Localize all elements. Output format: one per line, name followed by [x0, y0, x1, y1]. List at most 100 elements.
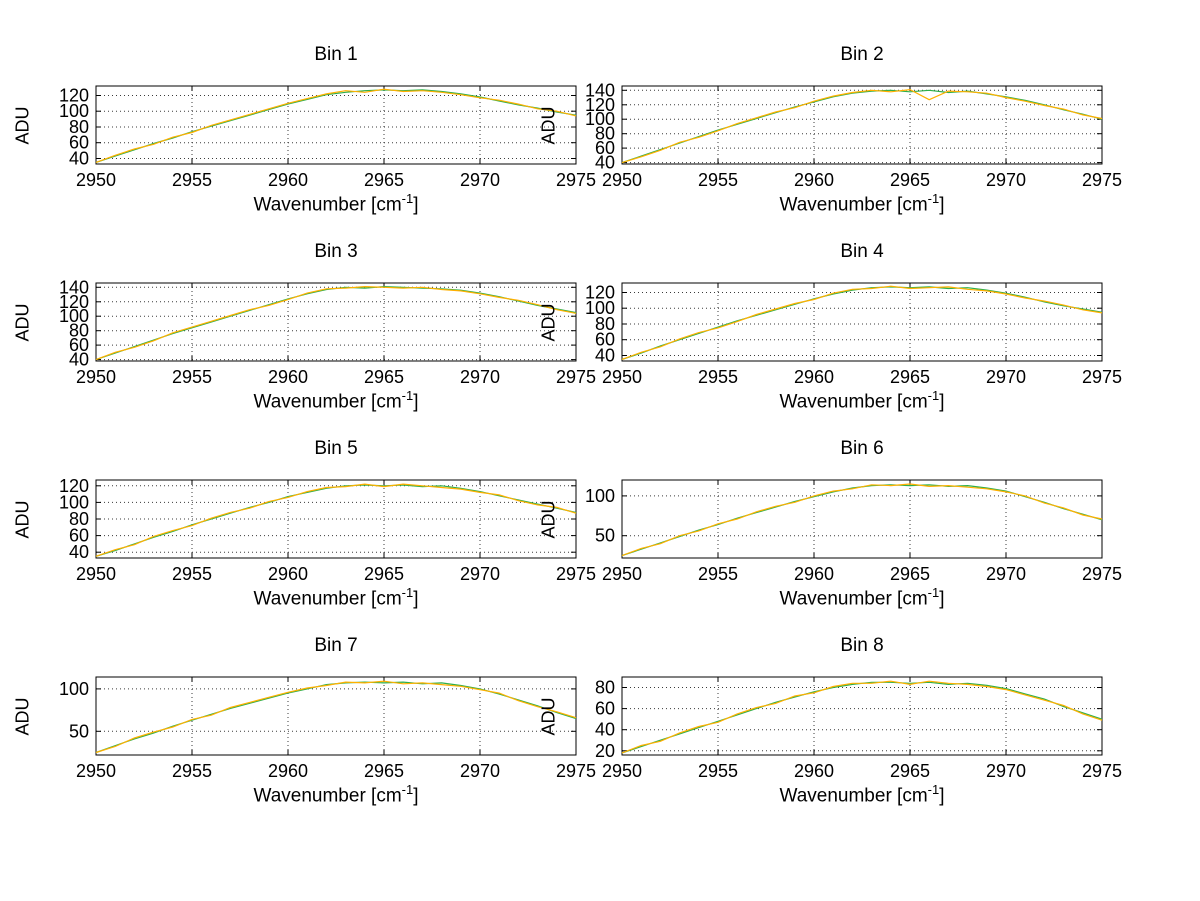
y-tick-label: 20 [595, 741, 615, 761]
x-tick-label: 2955 [172, 170, 212, 190]
x-tick-label: 2965 [364, 564, 404, 584]
x-tick-label: 2965 [890, 367, 930, 387]
plot-title: Bin 7 [314, 635, 358, 656]
y-tick-label: 40 [595, 720, 615, 740]
x-tick-label: 2965 [364, 170, 404, 190]
plot-title: Bin 1 [314, 44, 358, 65]
x-tick-label: 2955 [698, 367, 738, 387]
axis-box [95, 85, 577, 165]
subplot-bin-1: 2950 2955 2960 2965 2970 2975 40 60 80 100 120 Bin… [6, 40, 596, 237]
y-axis-label: ADU [538, 302, 559, 342]
y-tick-label: 120 [59, 86, 89, 106]
y-tick-label: 120 [585, 95, 615, 115]
x-tick-label: 2960 [268, 367, 308, 387]
y-tick-label: 120 [59, 476, 89, 496]
data-series-spectrum-orange [95, 680, 577, 754]
x-tick-label: 2960 [268, 564, 308, 584]
subplot-bin-8: 2950 2955 2960 2965 2970 2975 20 40 60 80 Bin 8 A… [532, 631, 1122, 828]
axis-box [621, 676, 1103, 756]
y-tick-label: 140 [59, 277, 89, 297]
x-tick-label: 2955 [172, 564, 212, 584]
axis-box [95, 282, 577, 362]
data-series-spectrum-orange [95, 88, 577, 163]
plot-title: Bin 2 [840, 44, 884, 65]
x-tick-label: 2955 [698, 564, 738, 584]
x-tick-label: 2950 [602, 761, 642, 781]
x-tick-label: 2960 [794, 170, 834, 190]
x-axis-label: Wavenumber [cm-1] [253, 782, 419, 807]
y-tick-label: 50 [595, 526, 615, 546]
subplot-bin-3: 2950 2955 2960 2965 2970 2975 40 60 80 100 120 140 … [6, 237, 596, 434]
x-axis-label: Wavenumber [cm-1] [779, 585, 945, 610]
y-tick-label: 50 [69, 721, 89, 741]
x-tick-label: 2950 [602, 170, 642, 190]
x-tick-label: 2950 [76, 761, 116, 781]
x-tick-label: 2960 [794, 367, 834, 387]
subplot-bin-2: 2950 2955 2960 2965 2970 2975 40 60 80 100 120 140 … [532, 40, 1122, 237]
x-tick-label: 2955 [172, 761, 212, 781]
data-series-spectrum-orange [95, 483, 577, 557]
plot-area: 2950 2955 2960 2965 2970 2975 50 100 [59, 676, 596, 781]
x-tick-label: 2970 [986, 367, 1026, 387]
x-axis-label: Wavenumber [cm-1] [253, 585, 419, 610]
x-axis-label: Wavenumber [cm-1] [779, 388, 945, 413]
x-tick-label: 2950 [76, 170, 116, 190]
y-tick-label: 100 [585, 486, 615, 506]
x-tick-label: 2975 [556, 761, 596, 781]
data-series-spectrum-green [621, 89, 1103, 164]
x-tick-label: 2965 [890, 564, 930, 584]
plot-title: Bin 6 [840, 438, 884, 459]
y-axis-label: ADU [12, 302, 33, 342]
x-tick-label: 2970 [460, 367, 500, 387]
y-tick-label: 100 [59, 101, 89, 121]
x-tick-label: 2960 [268, 170, 308, 190]
y-tick-label: 80 [595, 314, 615, 334]
y-tick-label: 40 [69, 350, 89, 370]
x-tick-label: 2950 [76, 367, 116, 387]
y-axis-label: ADU [538, 499, 559, 539]
y-tick-label: 80 [69, 321, 89, 341]
subplot-bin-7: 2950 2955 2960 2965 2970 2975 50 100 Bin 7 ADU … [6, 631, 596, 828]
x-tick-label: 2970 [986, 170, 1026, 190]
x-tick-label: 2965 [890, 761, 930, 781]
y-tick-label: 60 [595, 330, 615, 350]
axis-box [621, 282, 1103, 362]
x-axis-label: Wavenumber [cm-1] [779, 782, 945, 807]
data-series-spectrum-green [95, 484, 577, 557]
x-tick-label: 2960 [268, 761, 308, 781]
subplot-bin-6: 2950 2955 2960 2965 2970 2975 50 100 Bin 6 ADU … [532, 434, 1122, 631]
data-series-spectrum-green [95, 681, 577, 754]
plot-title: Bin 3 [314, 241, 358, 262]
x-tick-label: 2970 [986, 564, 1026, 584]
y-tick-label: 40 [595, 153, 615, 173]
data-series-spectrum-orange [621, 680, 1103, 754]
y-tick-label: 80 [69, 509, 89, 529]
x-tick-label: 2950 [602, 564, 642, 584]
y-tick-label: 40 [69, 542, 89, 562]
data-series-spectrum-orange [621, 88, 1103, 164]
data-series-spectrum-orange [621, 285, 1103, 360]
x-tick-label: 2975 [1082, 564, 1122, 584]
subplot-bin-5: 2950 2955 2960 2965 2970 2975 40 60 80 100 120 Bin… [6, 434, 596, 631]
x-axis-label: Wavenumber [cm-1] [779, 191, 945, 216]
x-tick-label: 2970 [460, 170, 500, 190]
x-tick-label: 2965 [364, 367, 404, 387]
y-axis-label: ADU [12, 105, 33, 145]
y-tick-label: 60 [595, 138, 615, 158]
plot-title: Bin 5 [314, 438, 358, 459]
x-tick-label: 2970 [460, 761, 500, 781]
x-tick-label: 2955 [698, 170, 738, 190]
axis-box [95, 676, 577, 756]
y-tick-label: 100 [59, 492, 89, 512]
y-tick-label: 60 [69, 133, 89, 153]
x-tick-label: 2970 [986, 761, 1026, 781]
x-tick-label: 2950 [602, 367, 642, 387]
x-tick-label: 2955 [172, 367, 212, 387]
y-tick-label: 100 [59, 679, 89, 699]
y-tick-label: 60 [69, 335, 89, 355]
y-tick-label: 140 [585, 80, 615, 100]
